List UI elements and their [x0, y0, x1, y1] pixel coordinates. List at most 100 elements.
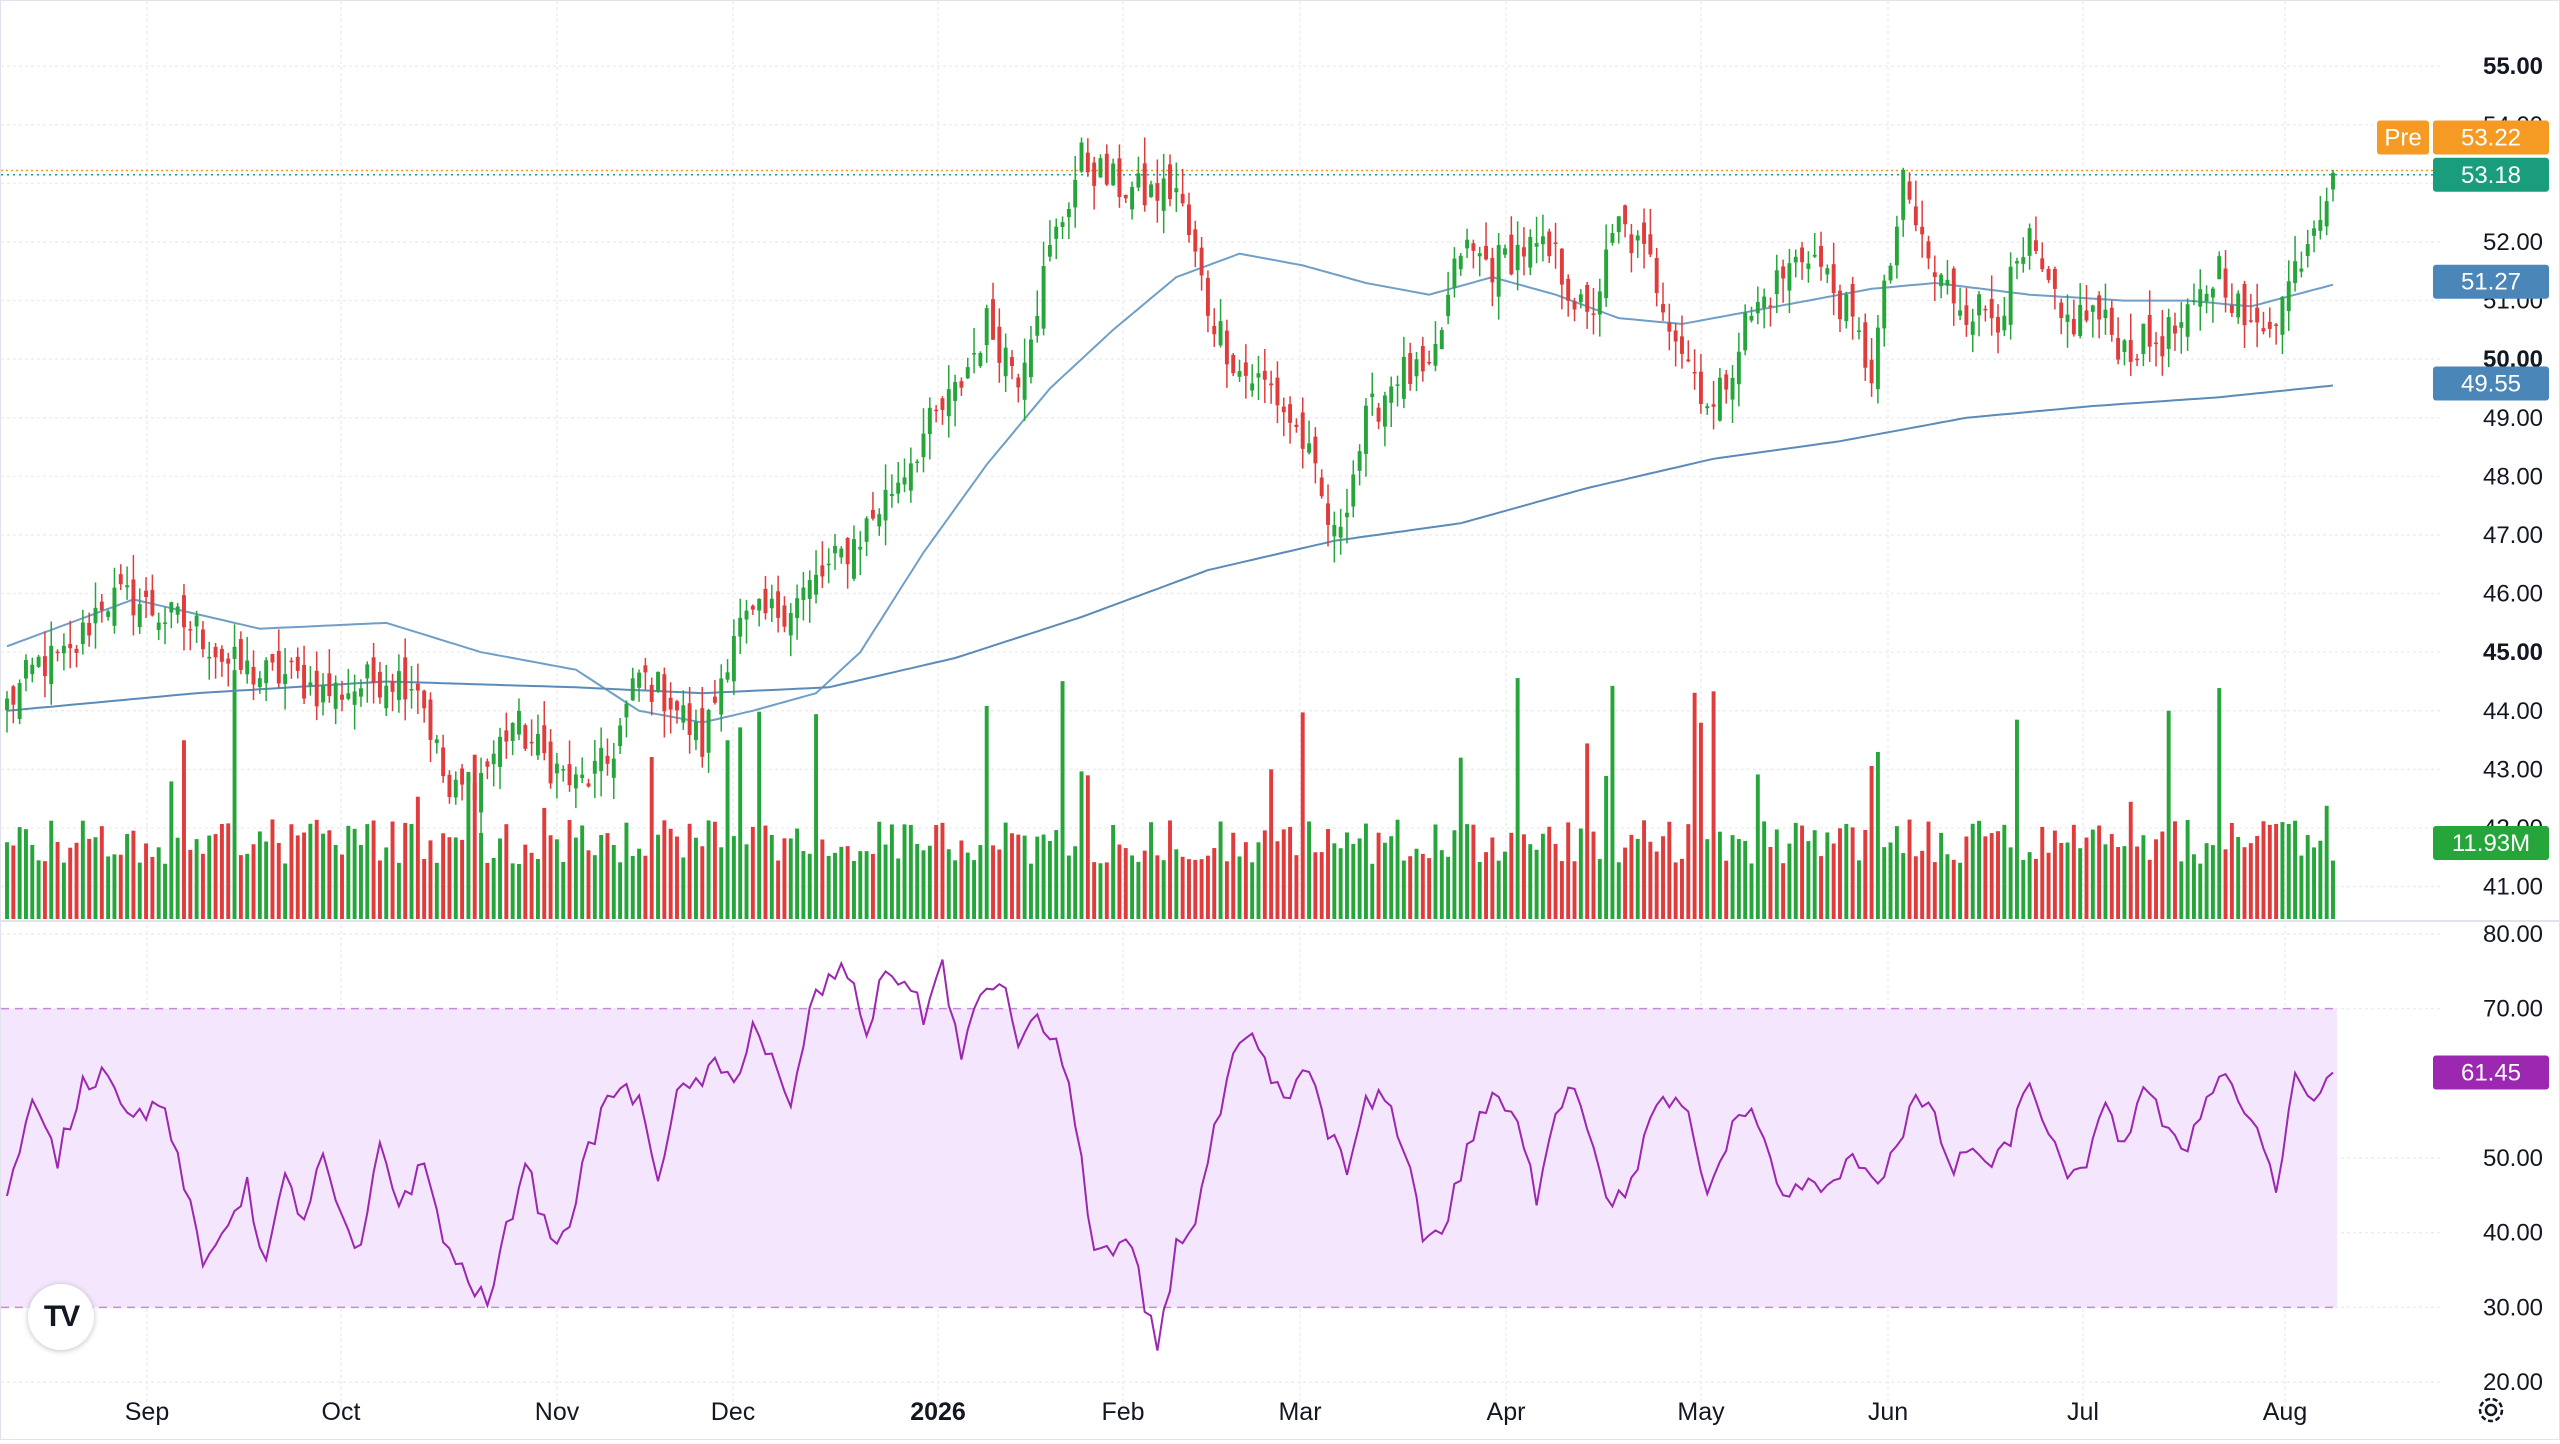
volume-bar	[1673, 862, 1678, 919]
candle-body	[251, 666, 256, 685]
candle-body	[2166, 317, 2171, 349]
volume-bar	[2071, 824, 2076, 919]
volume-bar	[1503, 851, 1507, 919]
volume-bar	[1370, 863, 1375, 919]
price-axis[interactable]: 55.0054.0053.0052.0051.0050.0049.0048.00…	[2483, 53, 2543, 900]
volume-bar	[1547, 826, 1552, 919]
volume-bar	[1035, 836, 1040, 919]
volume-bar	[675, 836, 679, 919]
volume-bar	[434, 862, 439, 919]
candle-body	[2059, 302, 2064, 318]
candle-body	[1300, 412, 1305, 449]
candle-body	[517, 710, 521, 735]
candle-body	[137, 604, 142, 628]
candle-body	[1281, 406, 1286, 413]
tradingview-logo-icon[interactable]: TV	[28, 1284, 94, 1350]
volume-bar	[498, 838, 502, 919]
settings-gear-icon[interactable]	[2474, 1393, 2508, 1427]
volume-bar	[1717, 831, 1722, 919]
volume-bar	[1566, 822, 1571, 919]
volume-bar	[978, 845, 983, 919]
candle-body	[1800, 247, 1805, 263]
candle-body	[1408, 353, 1413, 384]
candle-body	[1465, 239, 1470, 249]
volume-bar	[2312, 847, 2316, 919]
price-tick-label: 47.00	[2483, 522, 2543, 549]
volume-bar	[1439, 850, 1444, 919]
candle-body	[1806, 263, 1811, 269]
candle-body	[2198, 289, 2203, 307]
candle-body	[1920, 226, 1925, 235]
volume-bar	[1395, 819, 1400, 919]
volume-bar	[2242, 847, 2247, 919]
volume-bar	[1446, 856, 1451, 919]
volume-bar	[1964, 836, 1969, 919]
volume-bar	[1047, 840, 1052, 919]
candle-body	[1534, 243, 1539, 247]
volume-bar	[744, 844, 749, 919]
candle-body	[542, 725, 547, 754]
rsi-tag: 61.45	[2461, 1059, 2521, 1086]
candle-body	[725, 672, 730, 680]
volume-bar	[2280, 822, 2285, 919]
candle-body	[2223, 268, 2228, 298]
volume-bar	[1465, 824, 1470, 919]
volume-bar	[1326, 829, 1330, 919]
volume-bar	[2229, 822, 2234, 919]
volume-bar	[2223, 849, 2228, 919]
volume-bar	[144, 843, 149, 919]
volume-bar	[346, 825, 351, 919]
volume-bar	[776, 860, 781, 919]
candle-body	[30, 664, 35, 675]
candle-body	[706, 709, 711, 753]
volume-bar	[2160, 831, 2165, 919]
volume-bar	[1458, 757, 1463, 919]
volume-bar	[1054, 830, 1059, 919]
candle-body	[675, 701, 679, 711]
volume-bar	[1977, 820, 1982, 919]
volume-bar	[150, 856, 155, 919]
candle-body	[1237, 371, 1242, 377]
candle-body	[1509, 234, 1514, 275]
volume-bar	[738, 727, 743, 919]
candle-body	[1427, 362, 1432, 364]
volume-bar	[1850, 827, 1855, 919]
candle-body	[1875, 327, 1880, 390]
time-tick-label: Jun	[1868, 1398, 1908, 1426]
candle-body	[2103, 309, 2108, 319]
candle-body	[2071, 318, 2076, 335]
candle-body	[1016, 377, 1021, 388]
volume-bar	[681, 857, 686, 919]
volume-bar	[870, 853, 875, 919]
candle-body	[1642, 222, 1647, 244]
volume-bar	[1762, 821, 1767, 919]
candle-body	[1345, 512, 1349, 518]
candle-body	[314, 670, 319, 707]
rsi-tick-label: 40.00	[2483, 1220, 2543, 1247]
volume-bar	[264, 841, 269, 919]
candle-body	[1117, 158, 1122, 197]
volume-bar	[580, 825, 585, 919]
volume-bar	[1300, 712, 1305, 919]
candle-body	[1111, 163, 1116, 186]
candle-body	[1224, 330, 1229, 365]
time-axis[interactable]: Sep Oct Nov Dec 2026 Feb Mar Apr May Jun Jul Aug	[125, 1398, 2307, 1426]
volume-bar	[1553, 843, 1558, 919]
candle-body	[1540, 236, 1545, 245]
volume-bar	[1882, 847, 1887, 919]
volume-bar	[1250, 862, 1255, 919]
volume-bar	[896, 858, 901, 919]
volume-bar	[1420, 853, 1425, 919]
volume-bar	[599, 834, 604, 919]
volume-bar	[377, 860, 382, 919]
volume-bar	[1010, 833, 1014, 919]
volume-bar	[921, 850, 926, 919]
candle-body	[1888, 265, 1893, 281]
rsi-tick-label: 70.00	[2483, 996, 2543, 1023]
rsi-axis[interactable]: 80.00 70.00 50.00 40.00 30.00 20.00	[2483, 921, 2543, 1396]
volume-bar	[605, 833, 610, 919]
volume-bar	[1319, 852, 1324, 919]
volume-bar	[1819, 856, 1823, 919]
volume-bar	[1275, 841, 1280, 919]
